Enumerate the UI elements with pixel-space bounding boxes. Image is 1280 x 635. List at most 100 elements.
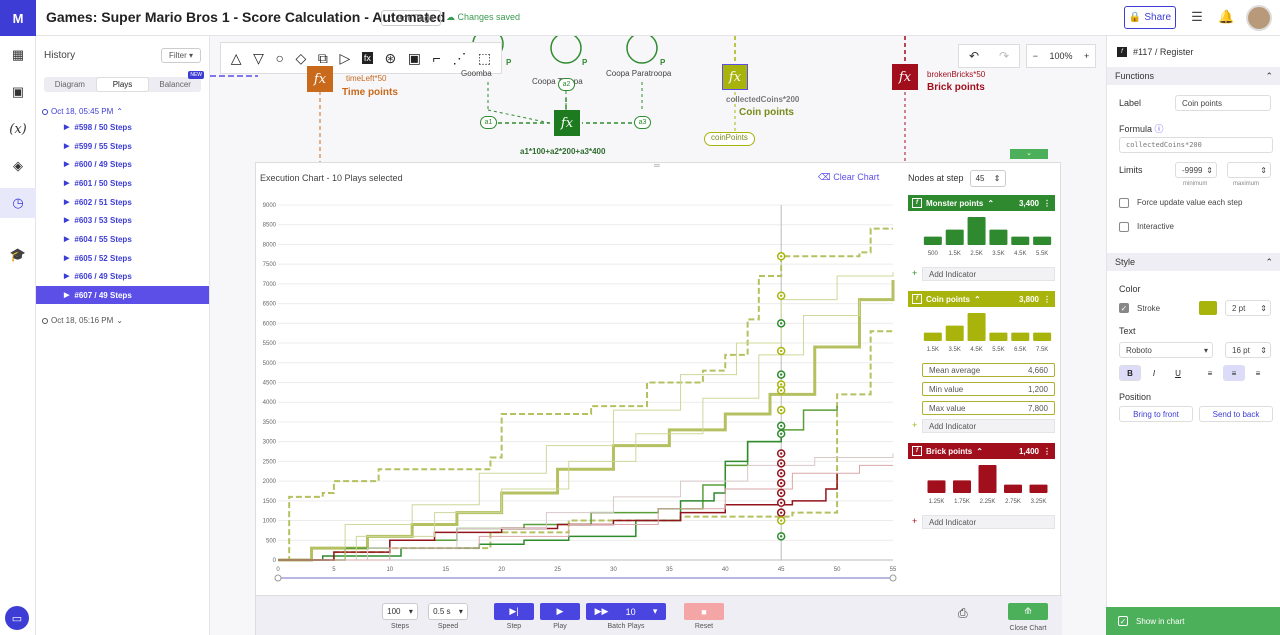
logo-icon[interactable]: M <box>0 0 36 36</box>
history-item-selected[interactable]: ▶ #607 / 49 Steps <box>36 286 209 304</box>
stat-max[interactable]: Max value 7,800 <box>922 401 1055 415</box>
export-png-icon[interactable]: ⎙ <box>958 606 968 620</box>
monster-indicator-header[interactable]: f Monster points ⌃ 3,400 ⋮ <box>908 195 1055 211</box>
send-to-back-button[interactable]: Send to back <box>1199 406 1273 422</box>
stat-mean[interactable]: Mean average 4,660 <box>922 363 1055 377</box>
drag-handle-icon[interactable]: ═ <box>654 161 660 170</box>
bring-to-front-button[interactable]: Bring to front <box>1119 406 1193 422</box>
chat-icon[interactable]: ▭ <box>5 606 29 630</box>
converter-icon[interactable]: ⧉ <box>317 49 328 66</box>
tab-balancer[interactable]: Balancer NEW <box>149 71 205 92</box>
learn-icon[interactable]: 🎓 <box>9 247 27 262</box>
square-icon[interactable]: ▣ <box>407 49 421 66</box>
undo-icon[interactable]: ↶ <box>968 49 980 63</box>
coin-points-label[interactable]: coinPoints <box>704 132 755 146</box>
speed-dropdown[interactable]: 0.5 s ▾ <box>428 603 468 620</box>
triangle-icon[interactable]: △ <box>230 49 242 66</box>
triangle-down-icon[interactable]: ▽ <box>253 49 264 66</box>
history-item[interactable]: ▶ #602 / 51 Steps <box>36 193 209 211</box>
filter-dropdown[interactable]: Filter ▾ <box>161 48 201 63</box>
steps-dropdown[interactable]: 100 ▾ <box>382 603 418 620</box>
history-item[interactable]: ▶ #604 / 55 Steps <box>36 230 209 248</box>
limit-max-input[interactable]: ⇕ <box>1227 162 1271 178</box>
stroke-checkbox[interactable]: ✓ <box>1119 303 1129 313</box>
zoom-in-icon[interactable]: + <box>1083 51 1090 61</box>
more-icon[interactable]: ⋮ <box>1043 294 1051 304</box>
italic-button[interactable]: I <box>1152 368 1156 378</box>
force-update-checkbox[interactable] <box>1119 198 1129 208</box>
group-icon[interactable]: ⬚ <box>477 49 492 66</box>
session-header[interactable]: Oct 18, 05:16 PM ⌄ <box>42 316 123 325</box>
redo-icon[interactable]: ↷ <box>998 49 1010 63</box>
stroke-size-input[interactable]: 2 pt ⇕ <box>1225 300 1271 316</box>
coin-points-node[interactable]: fx <box>722 64 748 90</box>
history-item[interactable]: ▶ #605 / 52 Steps <box>36 249 209 267</box>
add-indicator-button[interactable]: Add Indicator <box>922 419 1055 433</box>
info-icon[interactable]: ⓘ <box>1154 124 1164 134</box>
history-item[interactable]: ▶ #603 / 53 Steps <box>36 211 209 229</box>
dashed-connector-icon[interactable]: ⋰ <box>452 49 467 66</box>
a2-connector[interactable]: a2 <box>558 78 575 91</box>
coin-indicator-header[interactable]: f Coin points ⌃ 3,800 ⋮ <box>908 291 1055 307</box>
underline-button[interactable]: U <box>1175 368 1181 378</box>
align-right-icon[interactable]: ≡ <box>1255 368 1261 378</box>
play-button[interactable]: ▶ <box>540 603 580 620</box>
show-in-chart-toggle[interactable]: ✓ Show in chart <box>1106 607 1280 635</box>
font-select[interactable]: Roboto ▾ <box>1119 342 1213 358</box>
brick-points-node[interactable]: fx <box>892 64 918 90</box>
image-icon[interactable]: ▣ <box>11 84 25 99</box>
add-indicator-button[interactable]: Add Indicator <box>922 267 1055 281</box>
step-button[interactable]: ▶| <box>494 603 534 620</box>
history-item[interactable]: ▶ #601 / 50 Steps <box>36 174 209 192</box>
tab-plays[interactable]: Plays <box>95 77 150 92</box>
history-item[interactable]: ▶ #606 / 49 Steps <box>36 267 209 285</box>
a1-connector[interactable]: a1 <box>480 116 497 129</box>
tab-diagram[interactable]: Diagram <box>54 80 85 89</box>
interactive-checkbox[interactable] <box>1119 222 1129 232</box>
stroke-color-swatch[interactable] <box>1199 301 1217 315</box>
dashboard-icon[interactable]: ▦ <box>11 47 25 62</box>
bell-icon[interactable]: 🔔 <box>1218 9 1235 24</box>
monster-points-node[interactable]: fx <box>554 110 580 136</box>
align-left-icon[interactable]: ≡ <box>1207 368 1213 378</box>
add-tags-button[interactable]: ⌂ Add Tags <box>381 10 441 26</box>
limit-min-input[interactable]: -9999 ⇕ <box>1175 162 1217 178</box>
register-icon[interactable]: fx <box>361 52 373 64</box>
batch-plays-button[interactable]: ▶▶ 10 ▾ <box>586 603 666 620</box>
history-item[interactable]: ▶ #600 / 49 Steps <box>36 155 209 173</box>
align-center-icon[interactable]: ≡ <box>1223 365 1245 381</box>
brick-indicator-header[interactable]: f Brick points ⌃ 1,400 ⋮ <box>908 443 1055 459</box>
session-header[interactable]: Oct 18, 05:45 PM ⌃ <box>42 107 123 116</box>
collapse-icon[interactable]: ⌄ <box>1010 149 1048 159</box>
close-chart-button[interactable]: ⟰ <box>1008 603 1048 620</box>
stat-min[interactable]: Min value 1,200 <box>922 382 1055 396</box>
bold-button[interactable]: B <box>1119 365 1141 381</box>
more-icon[interactable]: ⋮ <box>1043 446 1051 456</box>
formula-input[interactable]: collectedCoins*200 <box>1119 137 1273 153</box>
font-size-input[interactable]: 16 pt ⇕ <box>1225 342 1271 358</box>
circle-icon[interactable]: ○ <box>275 50 284 66</box>
avatar[interactable] <box>1246 5 1272 31</box>
connector-icon[interactable]: ⌐ <box>432 50 441 66</box>
layers-icon[interactable]: ◈ <box>13 158 23 173</box>
functions-section[interactable]: Functions ⌃ <box>1107 67 1280 85</box>
time-points-node[interactable]: fx <box>307 66 333 92</box>
zoom-out-icon[interactable]: − <box>1032 51 1038 61</box>
diamond-icon[interactable]: ◇ <box>295 49 307 66</box>
nodes-step-stepper[interactable]: 45 ⇕ <box>970 170 1006 187</box>
a3-connector[interactable]: a3 <box>634 116 651 129</box>
variables-icon[interactable]: (x) <box>9 121 27 137</box>
trigger-icon[interactable]: ▷ <box>339 49 351 66</box>
style-section[interactable]: Style ⌃ <box>1107 253 1280 271</box>
history-item[interactable]: ▶ #599 / 55 Steps <box>36 137 209 155</box>
execution-chart[interactable]: 0500100015002000250030003500400045005000… <box>256 193 902 593</box>
history-icon[interactable]: ◷ <box>0 188 36 218</box>
clear-chart-button[interactable]: ⌫ Clear Chart <box>818 172 879 183</box>
sliders-icon[interactable]: ☰ <box>1191 9 1203 24</box>
label-input[interactable]: Coin points <box>1175 95 1271 111</box>
history-item[interactable]: ▶ #598 / 50 Steps <box>36 118 209 136</box>
reset-button[interactable]: ■ <box>684 603 724 620</box>
more-icon[interactable]: ⋮ <box>1043 198 1051 208</box>
chart-node-icon[interactable]: ⊛ <box>384 49 397 66</box>
add-indicator-button[interactable]: Add Indicator <box>922 515 1055 529</box>
